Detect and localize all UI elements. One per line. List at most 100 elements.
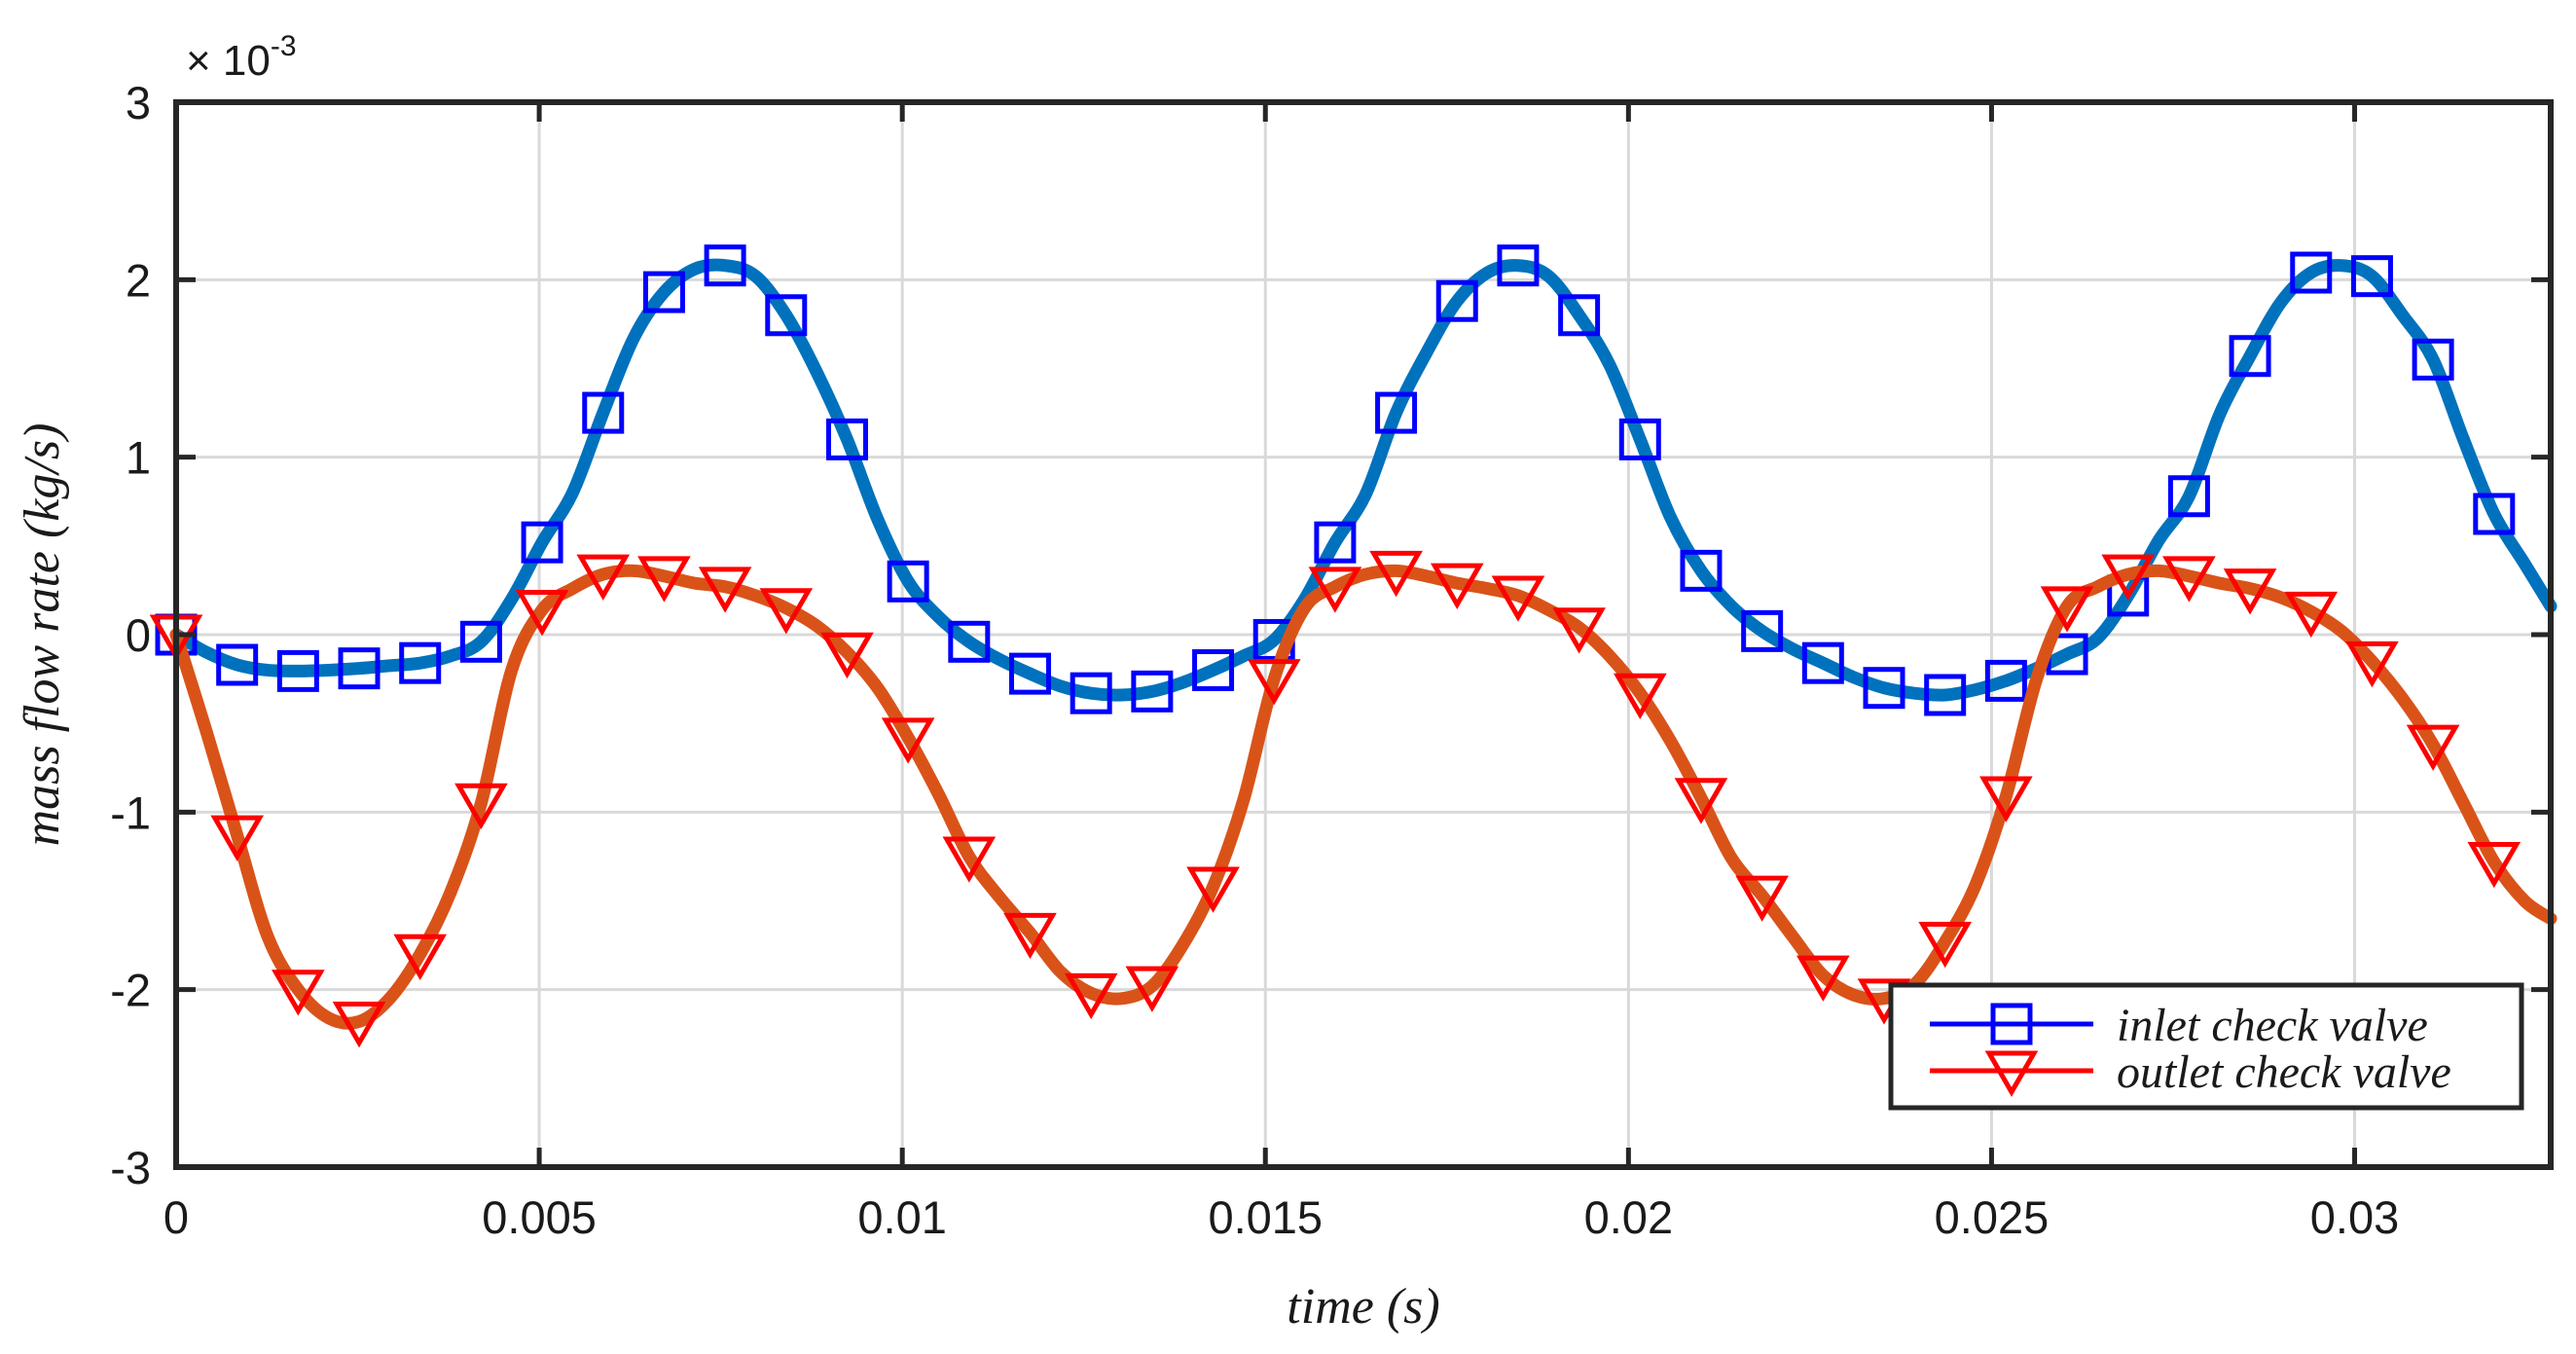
series-outlet-check-valve bbox=[149, 550, 2558, 1048]
marker-square bbox=[1680, 549, 1723, 592]
marker-square bbox=[765, 294, 808, 337]
series-markers bbox=[149, 550, 2522, 1048]
marker-triangle-down bbox=[881, 717, 935, 764]
marker-square bbox=[1558, 294, 1601, 337]
marker-square bbox=[2290, 251, 2333, 294]
marker-square bbox=[399, 641, 442, 684]
y-tick-label: 0 bbox=[126, 609, 151, 661]
marker-square bbox=[521, 521, 563, 564]
marker-square bbox=[1497, 244, 1540, 287]
marker-triangle-down bbox=[2223, 568, 2277, 615]
x-axis-title: time (s) bbox=[1287, 1279, 1439, 1335]
series-markers bbox=[155, 244, 2516, 716]
marker-square bbox=[338, 647, 381, 690]
marker-triangle-down bbox=[1064, 972, 1118, 1020]
marker-square bbox=[1375, 391, 1418, 434]
marker-triangle-down bbox=[942, 836, 997, 883]
marker-triangle-down bbox=[2162, 556, 2216, 603]
marker-triangle-down bbox=[454, 783, 508, 830]
marker-triangle-down bbox=[2345, 640, 2399, 688]
marker-square bbox=[1131, 670, 1174, 713]
y-tick-label: 2 bbox=[126, 254, 151, 306]
marker-triangle-down bbox=[576, 554, 631, 601]
marker-triangle-down bbox=[1491, 575, 1545, 622]
y-tick-label: 1 bbox=[126, 432, 151, 484]
marker-triangle-down bbox=[2284, 591, 2339, 639]
marker-square bbox=[1435, 279, 1478, 322]
marker-triangle-down bbox=[1186, 866, 1240, 913]
marker-triangle-down bbox=[1735, 875, 1789, 922]
marker-triangle-down bbox=[1674, 778, 1728, 824]
marker-triangle-down bbox=[2040, 586, 2094, 633]
legend-item-outlet-check-valve[interactable]: outlet check valve bbox=[1930, 1046, 2451, 1098]
y-axis-exponent-label: × 10-3 bbox=[186, 30, 297, 85]
x-tick-label: 0.025 bbox=[1935, 1191, 2050, 1243]
marker-square bbox=[459, 620, 502, 663]
marker-square bbox=[1618, 418, 1661, 460]
data-series-layer bbox=[149, 244, 2558, 1048]
series-inlet-check-valve bbox=[155, 244, 2558, 716]
legend-label: outlet check valve bbox=[2117, 1046, 2451, 1098]
marker-triangle-down bbox=[759, 588, 814, 635]
marker-triangle-down bbox=[1918, 921, 1973, 969]
x-tick-label: 0.005 bbox=[482, 1191, 597, 1243]
marker-square bbox=[1924, 674, 1967, 716]
marker-triangle-down bbox=[1796, 955, 1850, 1002]
marker-triangle-down bbox=[515, 590, 569, 637]
marker-triangle-down bbox=[393, 933, 448, 981]
marker-triangle-down bbox=[1308, 567, 1362, 613]
y-tick-label: -1 bbox=[110, 787, 151, 838]
marker-square bbox=[1009, 652, 1052, 695]
marker-triangle-down bbox=[1552, 607, 1606, 654]
marker-square bbox=[276, 649, 319, 692]
marker-square bbox=[1801, 641, 1844, 684]
legend-marker-triangle-down bbox=[1984, 1050, 2039, 1097]
x-tick-label: 0.015 bbox=[1208, 1191, 1323, 1243]
marker-triangle-down bbox=[1369, 550, 1423, 598]
marker-square bbox=[1863, 667, 1905, 710]
marker-square bbox=[2350, 255, 2393, 298]
x-tick-label: 0.02 bbox=[1584, 1191, 1673, 1243]
marker-triangle-down bbox=[1003, 912, 1057, 960]
legend-item-inlet-check-valve[interactable]: inlet check valve bbox=[1930, 1000, 2428, 1051]
marker-square bbox=[2473, 493, 2516, 535]
marker-square bbox=[2229, 335, 2271, 378]
y-axis-title: mass flow rate (kg/s) bbox=[15, 423, 70, 847]
marker-square bbox=[948, 620, 991, 663]
y-tick-label: -2 bbox=[110, 965, 151, 1016]
series-line bbox=[169, 258, 2558, 702]
marker-square bbox=[2167, 475, 2210, 518]
marker-triangle-down bbox=[2406, 724, 2460, 771]
x-tick-label: 0 bbox=[163, 1191, 189, 1243]
legend-label: inlet check valve bbox=[2117, 1000, 2428, 1051]
marker-triangle-down bbox=[820, 632, 874, 679]
marker-square bbox=[1984, 659, 2027, 702]
marker-triangle-down bbox=[1125, 966, 1179, 1012]
marker-square bbox=[887, 560, 929, 603]
marker-square bbox=[1070, 672, 1112, 714]
axis-titles: time (s) mass flow rate (kg/s) bbox=[15, 423, 1440, 1335]
legend-marker-square bbox=[1990, 1003, 2033, 1045]
marker-triangle-down bbox=[637, 556, 691, 603]
x-tick-label: 0.01 bbox=[857, 1191, 946, 1243]
marker-triangle-down bbox=[698, 567, 752, 613]
marker-triangle-down bbox=[210, 815, 265, 861]
marker-square bbox=[642, 271, 685, 313]
marker-triangle-down bbox=[2467, 841, 2522, 889]
y-tick-label: -3 bbox=[110, 1142, 151, 1193]
marker-square bbox=[2412, 338, 2454, 381]
tick-labels: 0 0.005 0.01 0.015 0.02 0.025 0.03 -3 -2 -1 0 1 2 3 × … bbox=[110, 30, 2399, 1243]
y-tick-label: 3 bbox=[126, 77, 151, 128]
marker-square bbox=[1192, 648, 1235, 691]
x-tick-label: 0.03 bbox=[2310, 1191, 2399, 1243]
marker-triangle-down bbox=[1979, 776, 2033, 823]
marker-square bbox=[1314, 521, 1357, 564]
marker-triangle-down bbox=[2101, 554, 2156, 601]
marker-square bbox=[582, 391, 625, 434]
tick-marks bbox=[173, 99, 2551, 1170]
marker-triangle-down bbox=[1247, 659, 1301, 706]
marker-triangle-down bbox=[332, 1002, 386, 1048]
marker-square bbox=[704, 244, 746, 287]
